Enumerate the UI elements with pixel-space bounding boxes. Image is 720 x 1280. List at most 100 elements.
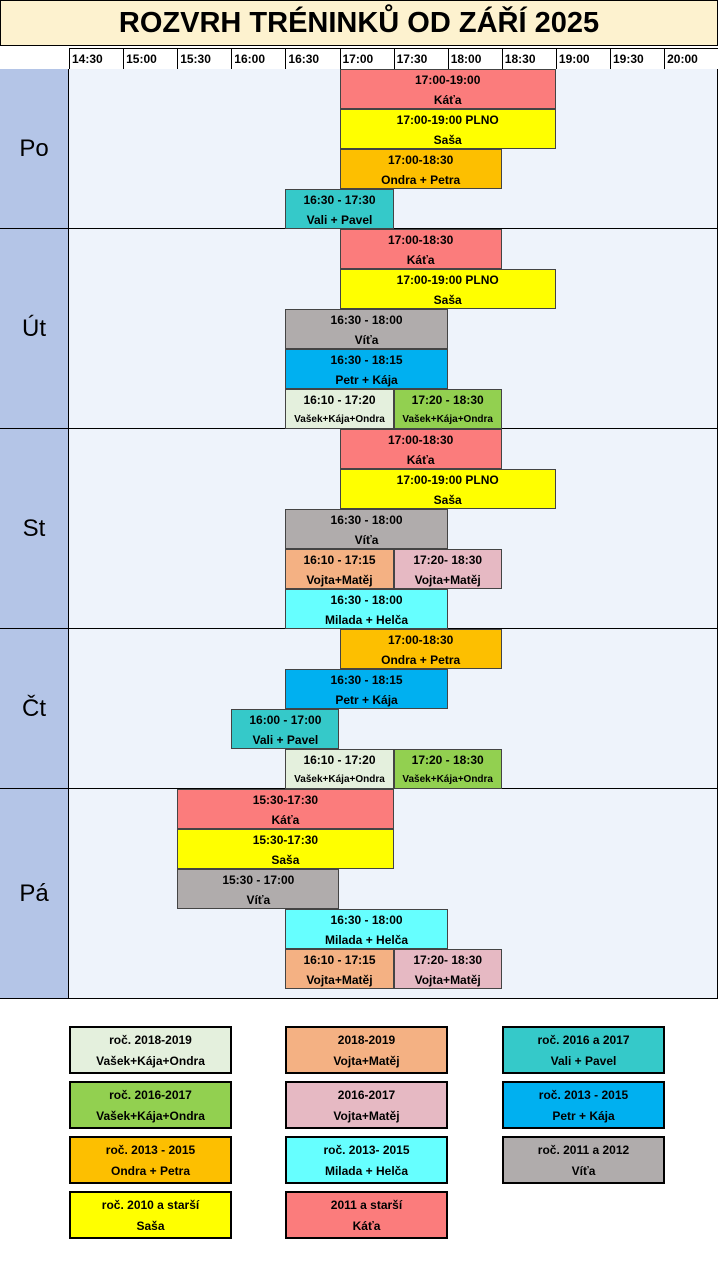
block-group: Ondra + Petra <box>381 653 461 667</box>
block-group: Káťa <box>406 253 435 267</box>
block-time: 16:30 - 18:00 <box>330 593 403 607</box>
training-block: 17:00-18:30 Káťa <box>339 229 502 269</box>
training-block: 15:30-17:30 Saša <box>177 829 394 869</box>
block-time: 17:00-19:00 PLNO <box>396 113 499 127</box>
training-block: 17:00-18:30 Ondra + Petra <box>339 629 502 669</box>
training-block: 17:00-18:30 Ondra + Petra <box>339 149 502 189</box>
legend-years: roč. 2018-2019 <box>109 1033 192 1047</box>
block-group: Vojta+Matěj <box>306 573 373 587</box>
page-title: ROZVRH TRÉNINKŮ OD ZÁŘÍ 2025 <box>0 0 718 46</box>
training-block: 15:30 - 17:00 Víťa <box>177 869 340 909</box>
training-block: 16:30 - 18:00 Víťa <box>285 309 448 349</box>
legend-item: roč. 2013 - 2015 Petr + Kája <box>502 1081 665 1129</box>
time-tick: 14:30 <box>69 49 123 69</box>
block-time: 17:00-19:00 PLNO <box>396 273 499 287</box>
day-label: Pá <box>0 789 69 999</box>
block-time: 17:00-19:00 <box>415 73 481 87</box>
legend-item: roč. 2010 a starší Saša <box>69 1191 232 1239</box>
block-group: Ondra + Petra <box>381 173 461 187</box>
legend-item: roč. 2013 - 2015 Ondra + Petra <box>69 1136 232 1184</box>
block-time: 16:30 - 18:15 <box>330 673 403 687</box>
legend-group: Vašek+Kája+Ondra <box>96 1109 205 1123</box>
block-time: 16:10 - 17:15 <box>303 553 376 567</box>
training-block: 16:30 - 18:15 Petr + Kája <box>285 349 448 389</box>
block-time: 16:10 - 17:20 <box>303 393 376 407</box>
legend-item: roč. 2016-2017 Vašek+Kája+Ondra <box>69 1081 232 1129</box>
block-group: Vali + Pavel <box>252 733 319 747</box>
training-block: 16:10 - 17:15 Vojta+Matěj <box>285 949 394 989</box>
block-time: 17:00-18:30 <box>387 433 454 447</box>
legend-item: 2018-2019 Vojta+Matěj <box>285 1026 448 1074</box>
block-group: Vašek+Kája+Ondra <box>402 774 493 785</box>
block-time: 17:20- 18:30 <box>413 953 483 967</box>
legend-group: Vojta+Matěj <box>333 1054 400 1068</box>
time-header: 14:30 15:00 15:30 16:00 16:30 17:00 17:30 18:00… <box>69 48 718 70</box>
block-group: Saša <box>433 133 462 147</box>
legend-years: roč. 2013- 2015 <box>323 1143 410 1157</box>
legend-item: roč. 2016 a 2017 Vali + Pavel <box>502 1026 665 1074</box>
block-time: 17:00-18:30 <box>387 233 454 247</box>
block-group: Vali + Pavel <box>306 213 373 227</box>
day-label: St <box>0 429 69 629</box>
day-label: Čt <box>0 629 69 789</box>
time-tick: 15:00 <box>123 49 177 69</box>
training-block: 17:00-19:00 PLNO Saša <box>339 109 556 149</box>
legend-years: roč. 2016 a 2017 <box>537 1033 630 1047</box>
block-group: Víťa <box>354 333 379 347</box>
block-time: 16:10 - 17:15 <box>303 953 376 967</box>
legend-years: roč. 2013 - 2015 <box>538 1088 629 1102</box>
block-time: 17:20- 18:30 <box>413 553 483 567</box>
time-tick: 19:00 <box>555 49 610 69</box>
block-time: 17:00-18:30 <box>387 633 454 647</box>
block-time: 16:30 - 18:15 <box>330 353 403 367</box>
training-block: 16:30 - 17:30 Vali + Pavel <box>285 189 394 229</box>
block-time: 16:30 - 17:30 <box>303 193 376 207</box>
block-time: 16:00 - 17:00 <box>249 713 322 727</box>
legend-item: roč. 2013- 2015 Milada + Helča <box>285 1136 448 1184</box>
legend-group: Ondra + Petra <box>110 1164 191 1178</box>
legend-group: Petr + Kája <box>552 1109 615 1123</box>
legend-item: 2011 a starší Káťa <box>285 1191 448 1239</box>
block-time: 15:30-17:30 <box>252 833 319 847</box>
training-block: 17:00-19:00 PLNO Saša <box>339 269 556 309</box>
block-time: 17:20 - 18:30 <box>411 753 484 767</box>
block-time: 17:20 - 18:30 <box>411 393 484 407</box>
block-group: Saša <box>433 493 462 507</box>
block-group: Vašek+Kája+Ondra <box>294 774 385 785</box>
time-tick: 16:00 <box>231 49 285 69</box>
training-block: 16:10 - 17:20 Vašek+Kája+Ondra <box>285 389 394 429</box>
time-tick: 18:00 <box>447 49 502 69</box>
legend-item: 2016-2017 Vojta+Matěj <box>285 1081 448 1129</box>
block-group: Vojta+Matěj <box>414 973 481 987</box>
block-group: Milada + Helča <box>325 933 409 947</box>
day-label: Út <box>0 229 69 429</box>
block-group: Petr + Kája <box>335 693 398 707</box>
block-time: 16:30 - 18:00 <box>330 313 403 327</box>
training-block: 16:30 - 18:00 Milada + Helča <box>285 909 448 949</box>
block-group: Káťa <box>406 453 435 467</box>
training-block: 17:20 - 18:30 Vašek+Kája+Ondra <box>393 389 502 429</box>
legend-years: 2016-2017 <box>337 1088 396 1102</box>
legend-item: roč. 2018-2019 Vašek+Kája+Ondra <box>69 1026 232 1074</box>
block-time: 16:30 - 18:00 <box>330 513 403 527</box>
block-group: Vašek+Kája+Ondra <box>294 414 385 425</box>
legend-years: 2011 a starší <box>330 1198 403 1212</box>
block-time: 17:00-18:30 <box>387 153 454 167</box>
block-group: Káťa <box>271 813 300 827</box>
time-tick: 18:30 <box>501 49 556 69</box>
time-tick: 16:30 <box>285 49 339 69</box>
training-block: 17:00-19:00 PLNO Saša <box>339 469 556 509</box>
block-group: Saša <box>433 293 462 307</box>
training-block: 17:20 - 18:30 Vašek+Kája+Ondra <box>393 749 502 789</box>
block-group: Saša <box>271 853 300 867</box>
training-block: 16:30 - 18:00 Milada + Helča <box>285 589 448 629</box>
time-tick: 15:30 <box>177 49 231 69</box>
legend-item: roč. 2011 a 2012 Víťa <box>502 1136 665 1184</box>
training-block: 17:20- 18:30 Vojta+Matěj <box>393 549 502 589</box>
legend-years: roč. 2010 a starší <box>101 1198 200 1212</box>
block-time: 16:30 - 18:00 <box>330 913 403 927</box>
time-tick: 17:00 <box>339 49 394 69</box>
block-time: 15:30-17:30 <box>252 793 319 807</box>
day-label: Po <box>0 69 69 229</box>
block-group: Petr + Kája <box>335 373 398 387</box>
